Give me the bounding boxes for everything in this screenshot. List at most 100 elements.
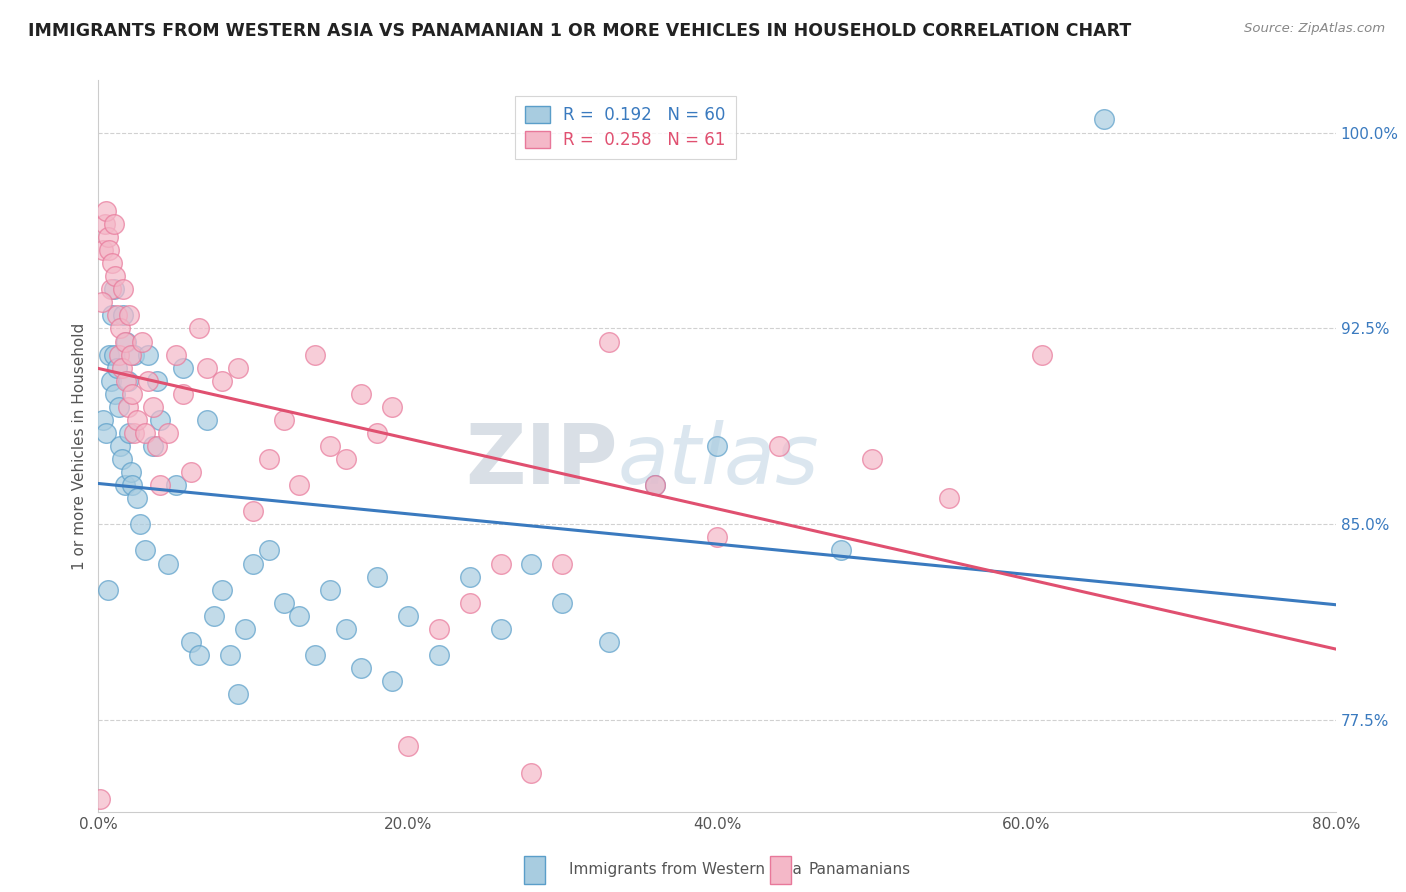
Point (131, 334, 153, 349)
Point (938, 491, 960, 506)
Point (304, 348, 326, 362)
Point (350, 386, 373, 401)
Point (257, 452, 280, 467)
Text: atlas: atlas (619, 420, 820, 501)
Point (127, 491, 149, 506)
Point (101, 309, 124, 323)
Point (136, 348, 159, 362)
Point (122, 348, 145, 362)
Point (121, 386, 143, 401)
Point (427, 622, 450, 636)
Point (288, 478, 311, 492)
Point (644, 478, 666, 492)
Point (257, 543, 280, 558)
Point (427, 648, 450, 662)
Point (111, 360, 132, 375)
Point (180, 465, 202, 479)
Point (598, 334, 620, 349)
Point (172, 360, 194, 375)
Point (117, 374, 139, 388)
Point (93, 217, 115, 231)
Point (195, 360, 218, 375)
Text: ZIP: ZIP (465, 420, 619, 501)
Text: Panamanians: Panamanians (808, 863, 911, 877)
Point (195, 413, 218, 427)
Point (319, 582, 342, 597)
Point (319, 439, 342, 453)
Point (91, 413, 114, 427)
Point (103, 217, 125, 231)
Point (396, 739, 419, 754)
Point (117, 400, 139, 414)
Point (96, 203, 118, 218)
Point (830, 543, 852, 558)
Point (335, 452, 357, 467)
Point (520, 557, 543, 571)
Point (129, 517, 152, 532)
Point (97, 582, 120, 597)
Point (96, 425, 118, 440)
Point (108, 321, 131, 335)
Point (381, 674, 404, 689)
Point (273, 596, 295, 610)
Point (97, 230, 120, 244)
Point (335, 622, 357, 636)
Point (127, 413, 149, 427)
Point (89, 791, 111, 805)
Point (121, 478, 143, 492)
Point (105, 360, 128, 375)
Point (458, 596, 481, 610)
Point (366, 425, 388, 440)
Point (188, 648, 211, 662)
Point (115, 374, 138, 388)
Text: IMMIGRANTS FROM WESTERN ASIA VS PANAMANIAN 1 OR MORE VEHICLES IN HOUSEHOLD CORRE: IMMIGRANTS FROM WESTERN ASIA VS PANAMANI… (28, 22, 1132, 40)
Point (211, 374, 233, 388)
Point (141, 400, 165, 414)
Point (242, 557, 264, 571)
Point (120, 348, 142, 362)
Point (149, 413, 172, 427)
Point (520, 765, 543, 780)
Point (141, 439, 165, 453)
Point (350, 661, 373, 675)
Point (98, 348, 121, 362)
Point (111, 452, 132, 467)
Point (366, 569, 388, 583)
Point (107, 348, 129, 362)
Point (211, 582, 233, 597)
Point (188, 321, 211, 335)
Point (396, 608, 419, 623)
Point (134, 425, 156, 440)
Point (157, 557, 180, 571)
Point (644, 478, 666, 492)
Point (112, 282, 135, 296)
Point (1092, 112, 1115, 127)
Point (157, 425, 180, 440)
Point (489, 557, 512, 571)
Point (860, 452, 883, 467)
Point (180, 635, 202, 649)
Point (172, 386, 194, 401)
Point (114, 334, 136, 349)
Point (90, 295, 112, 310)
Point (100, 282, 122, 296)
Point (381, 400, 404, 414)
Point (165, 478, 187, 492)
Point (100, 374, 122, 388)
Point (204, 608, 226, 623)
Point (146, 439, 169, 453)
Point (219, 648, 242, 662)
Point (115, 334, 138, 349)
Point (288, 608, 311, 623)
Point (598, 635, 620, 649)
Point (146, 374, 169, 388)
Point (103, 348, 125, 362)
Point (118, 425, 141, 440)
Point (226, 360, 249, 375)
Point (104, 386, 127, 401)
Point (120, 465, 142, 479)
Point (458, 569, 481, 583)
Point (1031, 348, 1053, 362)
Point (165, 348, 187, 362)
Point (134, 543, 156, 558)
